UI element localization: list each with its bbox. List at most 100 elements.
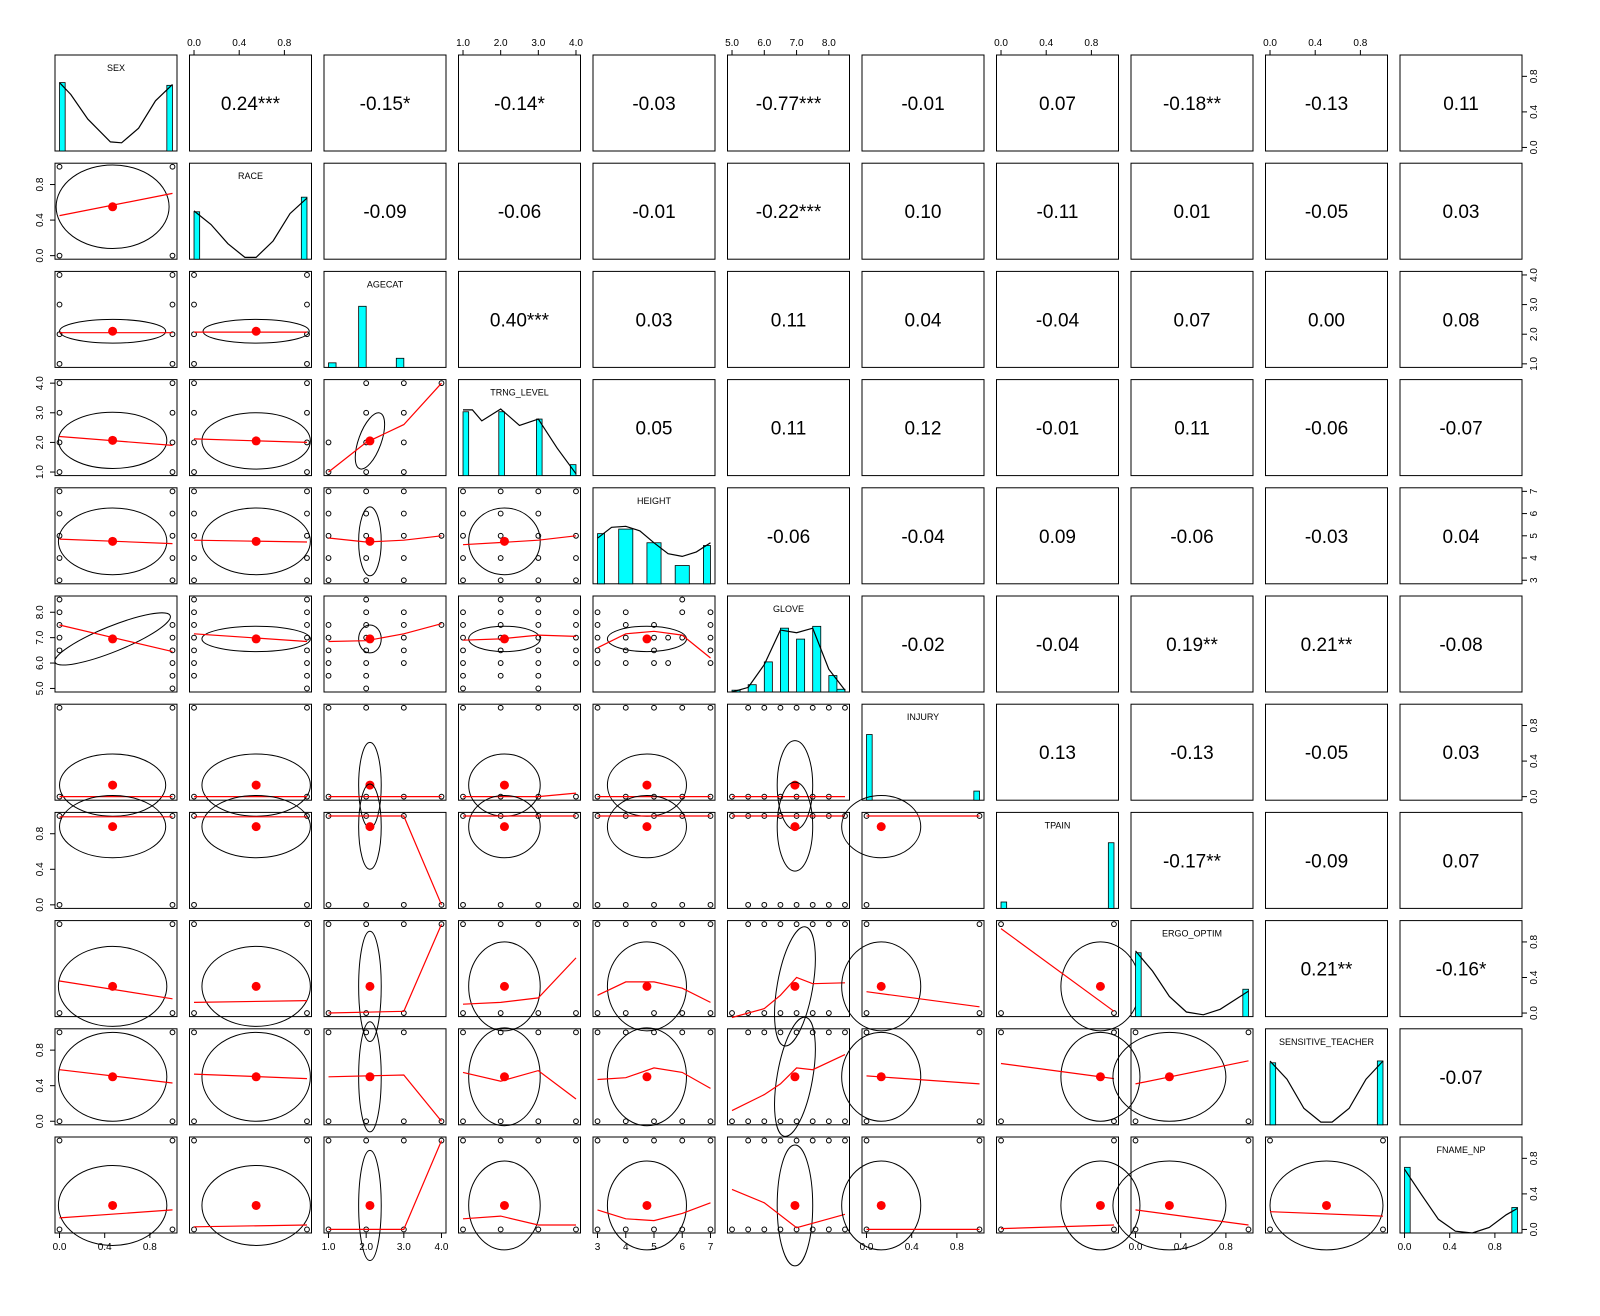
correlation-value: -0.01 (901, 94, 944, 115)
data-point (438, 380, 445, 387)
data-point (169, 622, 176, 628)
data-point (777, 1137, 784, 1144)
panel-frame (727, 379, 850, 477)
panel-frame (861, 1028, 985, 1126)
correlation-value: -0.07 (1439, 1068, 1482, 1089)
centroid-point (642, 1200, 652, 1210)
data-point (777, 1226, 784, 1233)
correlation-value: 0.21** (1301, 960, 1353, 981)
data-point (56, 409, 63, 416)
data-point (622, 1226, 629, 1233)
variable-label: FNAME_NP (1436, 1145, 1485, 1155)
data-point (825, 1010, 832, 1016)
data-point (191, 1029, 197, 1036)
loess-line (597, 1067, 711, 1089)
panel-r8-c7 (996, 920, 1141, 1032)
data-point (707, 660, 714, 666)
centroid-point (365, 634, 375, 644)
data-point (1267, 1137, 1273, 1144)
correlation-value: -0.22*** (756, 202, 822, 223)
data-point (304, 685, 310, 692)
data-point (825, 1137, 832, 1144)
centroid-point (251, 326, 261, 336)
centroid-point (642, 780, 652, 790)
data-point (707, 1118, 714, 1125)
data-point (651, 1118, 657, 1125)
data-point (460, 1137, 466, 1144)
correlation-value: -0.09 (363, 202, 406, 223)
data-point (535, 647, 542, 654)
data-point (325, 901, 332, 908)
centroid-point (1095, 981, 1105, 991)
panel-r2-c6: 0.04 (861, 270, 985, 368)
panel-frame (727, 487, 850, 585)
variable-label: SENSITIVE_TEACHER (1279, 1037, 1375, 1047)
data-point (191, 469, 197, 475)
data-point (573, 921, 579, 928)
data-point (573, 660, 579, 666)
panel-r3-c8: 0.11 (1130, 379, 1254, 477)
data-point (56, 1137, 63, 1144)
histogram-bar (674, 565, 690, 585)
data-point (191, 634, 197, 641)
histogram-bar (1000, 901, 1008, 909)
data-point (842, 1118, 848, 1125)
correlation-value: 0.07 (1039, 94, 1076, 115)
loess-line (328, 623, 442, 643)
tick-label: 0.4 (1443, 1242, 1457, 1253)
data-point (497, 555, 504, 561)
axis-top-TRNG_LEVEL: 1.0 2.0 3.0 4.0 (456, 38, 583, 56)
data-point (1132, 1118, 1139, 1125)
data-point (438, 1118, 445, 1125)
panel-frame (189, 162, 312, 260)
panel-frame (592, 379, 716, 477)
data-point (325, 1029, 332, 1036)
data-point (976, 1118, 983, 1125)
axis-bottom-HEIGHT: 3 4 5 6 7 (595, 1232, 714, 1253)
data-point (56, 439, 63, 446)
data-point (622, 609, 629, 616)
data-point (497, 532, 504, 539)
data-point (1111, 921, 1117, 928)
data-point (573, 1118, 579, 1125)
panel-r6-c1 (189, 703, 312, 817)
data-point (304, 704, 310, 711)
data-point (622, 1010, 629, 1016)
panel-r1-c9: -0.05 (1265, 162, 1388, 260)
data-point (400, 409, 407, 416)
panel-frame (1130, 162, 1254, 260)
data-point (809, 1137, 816, 1144)
data-point (56, 704, 63, 711)
data-point (56, 1226, 63, 1233)
data-point (761, 1029, 768, 1036)
panel-frame (1265, 703, 1388, 801)
data-point (573, 577, 579, 584)
tick-label: 3 (1529, 577, 1540, 583)
data-point (535, 555, 542, 561)
data-point (761, 1137, 768, 1144)
axis-left-SENSITIVE_TEACHER: 0.0 0.4 0.8 (35, 1043, 56, 1128)
correlation-value: 0.19** (1166, 635, 1218, 656)
data-point (56, 634, 63, 641)
centroid-point (251, 780, 261, 790)
data-point (535, 596, 542, 603)
tick-label: 0.0 (860, 1242, 874, 1253)
confidence-ellipse (59, 318, 167, 344)
tick-label: 0.0 (1529, 789, 1540, 803)
panel-r6-c3 (458, 703, 581, 817)
data-point (363, 622, 370, 628)
density-curve (1269, 1060, 1384, 1123)
panel-frame (189, 703, 312, 801)
panel-frame (189, 270, 312, 368)
correlation-value: -0.01 (632, 202, 675, 223)
data-point (363, 488, 370, 495)
tick-label: 2.0 (359, 1242, 373, 1253)
axis-top-GLOVE: 5.0 6.0 7.0 8.0 (725, 38, 836, 56)
histogram-bar (59, 82, 66, 152)
panel-r10-c6 (841, 1136, 985, 1251)
data-point (497, 901, 504, 908)
data-point (400, 901, 407, 908)
axis-left-TRNG_LEVEL: 1.0 2.0 3.0 4.0 (35, 376, 56, 479)
data-point (325, 704, 332, 711)
tick-label: 0.8 (35, 177, 46, 191)
